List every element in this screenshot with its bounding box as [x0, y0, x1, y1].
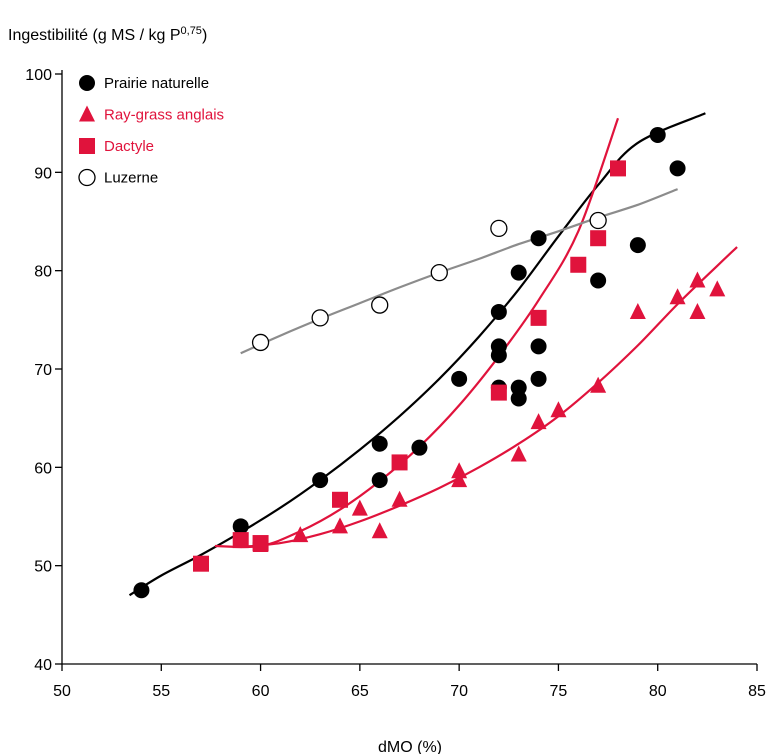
data-point-series-1 — [510, 264, 527, 281]
data-point-series-3 — [570, 256, 587, 273]
data-point-series-3 — [590, 230, 607, 247]
legend-marker-3 — [79, 138, 95, 154]
legend-label-1: Prairie naturelle — [104, 75, 209, 92]
data-point-series-1 — [411, 439, 428, 456]
data-point-series-1 — [649, 126, 666, 143]
data-point-series-1 — [371, 435, 388, 452]
data-point-series-2 — [510, 445, 527, 462]
data-point-series-4 — [251, 333, 270, 352]
data-point-series-3 — [252, 535, 269, 552]
data-point-series-2 — [629, 302, 646, 319]
data-point-series-1 — [451, 370, 468, 387]
x-tick-label: 75 — [550, 683, 568, 700]
data-point-series-2 — [550, 401, 567, 418]
data-point-series-1 — [629, 237, 646, 254]
x-tick-label: 65 — [351, 683, 369, 700]
y-axis-label: Ingestibilité (g MS / kg P0,75) — [8, 25, 207, 44]
data-point-series-2 — [332, 517, 348, 534]
data-point-series-1 — [590, 272, 607, 289]
y-axis-label-superscript: 0,75 — [181, 25, 202, 37]
x-tick-label: 50 — [53, 683, 71, 700]
x-tick-label: 60 — [252, 683, 270, 700]
data-point-series-2 — [689, 302, 706, 319]
data-point-series-2 — [351, 499, 368, 516]
x-axis-label: dMO (%) — [378, 739, 442, 754]
data-point-series-1 — [232, 518, 249, 535]
legend-label-3: Dactyle — [104, 138, 154, 155]
y-tick-label: 40 — [34, 657, 52, 674]
data-point-series-1 — [530, 370, 547, 387]
data-point-series-3 — [530, 309, 547, 326]
data-point-series-2 — [530, 413, 547, 430]
data-point-series-2 — [371, 522, 388, 539]
data-point-series-2 — [689, 271, 706, 288]
data-point-series-1 — [510, 390, 527, 407]
data-point-series-3 — [232, 532, 249, 549]
data-point-series-3 — [610, 160, 626, 177]
fit-curves — [128, 112, 738, 597]
data-point-series-1 — [530, 338, 547, 355]
y-tick-label: 100 — [25, 67, 52, 84]
data-point-series-3 — [391, 454, 408, 471]
y-tick-label: 50 — [34, 559, 52, 576]
data-point-series-3 — [490, 384, 507, 401]
data-point-series-1 — [312, 472, 329, 489]
data-point-series-2 — [669, 288, 686, 305]
data-point-series-1 — [490, 347, 507, 364]
data-point-series-2 — [590, 376, 607, 393]
x-tick-label: 80 — [649, 683, 667, 700]
y-tick-label: 70 — [34, 362, 52, 379]
x-tick-label: 70 — [450, 683, 468, 700]
fit-curve-2 — [240, 246, 738, 549]
y-axis-label-main: Ingestibilité (g MS / kg P — [8, 27, 181, 44]
y-tick-label: 90 — [34, 165, 52, 182]
data-point-series-3 — [332, 491, 348, 508]
y-axis-label-close: ) — [202, 27, 207, 44]
data-point-series-2 — [709, 280, 726, 297]
x-tick-label: 85 — [748, 683, 766, 700]
fit-curve-1 — [128, 112, 706, 597]
legend-marker-4 — [78, 168, 96, 187]
legend-label-2: Ray-grass anglais — [104, 107, 224, 124]
data-point-series-4 — [589, 211, 607, 230]
data-point-series-4 — [430, 263, 448, 282]
data-point-series-2 — [451, 462, 468, 479]
data-points — [133, 126, 726, 599]
legend-marker-1 — [79, 75, 95, 91]
data-point-series-1 — [490, 303, 507, 320]
data-point-series-2 — [292, 526, 309, 543]
data-point-series-3 — [193, 555, 209, 572]
y-tick-label: 80 — [34, 264, 52, 281]
legend-label-4: Luzerne — [104, 170, 158, 187]
data-point-series-4 — [311, 309, 329, 327]
data-point-series-1 — [530, 230, 547, 247]
data-point-series-2 — [391, 490, 408, 507]
legend: Prairie naturelle Ray-grass anglais Dactyl… — [78, 75, 224, 187]
y-tick-label: 60 — [34, 460, 52, 477]
data-point-series-2 — [451, 471, 468, 488]
x-tick-label: 55 — [152, 683, 170, 700]
data-point-series-1 — [133, 582, 150, 599]
fit-curve-4 — [240, 188, 679, 355]
fit-curve-3 — [214, 117, 620, 549]
data-point-series-4 — [371, 296, 389, 314]
data-point-series-4 — [490, 219, 508, 238]
legend-marker-2 — [79, 105, 95, 122]
data-point-series-1 — [371, 472, 388, 489]
data-point-series-1 — [669, 160, 686, 177]
